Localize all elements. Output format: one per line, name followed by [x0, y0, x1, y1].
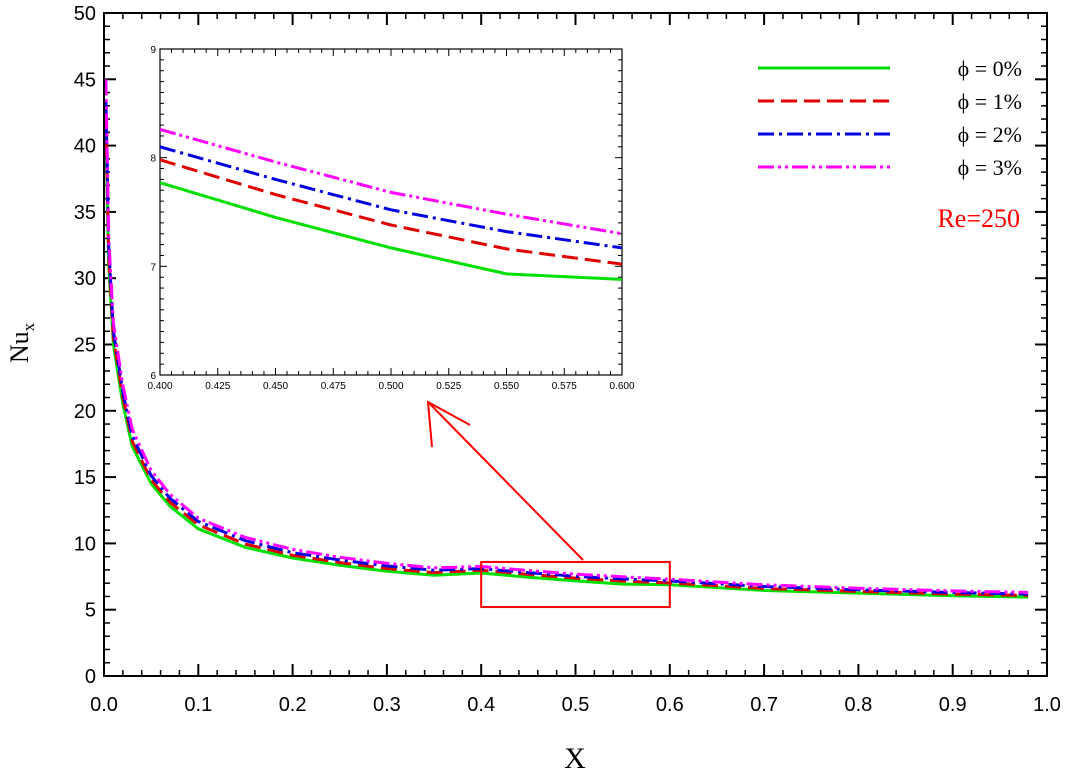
- series-line-3: [104, 79, 1029, 594]
- inset-y-tick-label: 7: [150, 262, 156, 273]
- x-tick-label: 0.7: [750, 694, 778, 716]
- svg-text:Nux: Nux: [5, 322, 38, 363]
- x-tick-label: 0.0: [90, 694, 118, 716]
- reynolds-annotation: Re=250: [937, 204, 1020, 233]
- inset-series-line-3: [160, 127, 622, 236]
- y-tick-label: 25: [74, 335, 96, 357]
- inset-series-line-1: [160, 158, 622, 266]
- legend: ϕ = 0% ϕ = 1% ϕ = 2% ϕ = 3%: [758, 56, 1022, 180]
- y-tick-label: 20: [74, 401, 96, 423]
- inset-y-tick-label: 9: [150, 45, 156, 56]
- inset-x-tick-label: 0.400: [147, 381, 172, 392]
- y-axis-title-main: Nu: [5, 331, 34, 363]
- zoom-arrow-shaft: [427, 401, 584, 561]
- y-axis-title: Nux: [5, 322, 38, 363]
- x-tick-label: 0.6: [656, 694, 684, 716]
- inset-series-line-0: [160, 181, 622, 281]
- y-tick-label: 35: [74, 202, 96, 224]
- inset-y-tick-label: 8: [150, 154, 156, 165]
- x-tick-label: 0.8: [844, 694, 872, 716]
- x-tick-label: 0.9: [939, 694, 967, 716]
- inset-x-tick-label: 0.450: [263, 381, 288, 392]
- main-series-group: [104, 79, 1029, 599]
- zoom-box: [480, 560, 671, 609]
- y-tick-label: 15: [74, 467, 96, 489]
- inset-series-line-2: [160, 145, 622, 250]
- x-tick-label: 1.0: [1033, 694, 1061, 716]
- legend-label-1: ϕ = 1%: [958, 89, 1022, 114]
- x-tick-label: 0.2: [279, 694, 307, 716]
- series-line-2: [104, 99, 1029, 596]
- inset-x-tick-label: 0.575: [552, 381, 577, 392]
- legend-label-0: ϕ = 0%: [958, 56, 1022, 81]
- y-axis-title-sub: x: [19, 322, 38, 331]
- inset-x-tick-label: 0.425: [205, 381, 230, 392]
- y-tick-label: 30: [74, 268, 96, 290]
- legend-label-2: ϕ = 2%: [958, 122, 1022, 147]
- legend-label-3: ϕ = 3%: [958, 155, 1022, 180]
- inset-series-group: [160, 127, 622, 281]
- inset-x-tick-label: 0.525: [436, 381, 461, 392]
- x-tick-label: 0.5: [562, 694, 590, 716]
- inset-x-tick-label: 0.475: [321, 381, 346, 392]
- x-tick-label: 0.4: [467, 694, 495, 716]
- x-axis-title: X: [564, 742, 586, 770]
- inset-x-tick-label: 0.550: [494, 381, 519, 392]
- inset-x-tick-label: 0.500: [378, 381, 403, 392]
- y-tick-label: 0: [85, 666, 96, 688]
- inset-x-tick-label: 0.600: [609, 381, 634, 392]
- inset-frame: [159, 48, 623, 376]
- main-tick-labels: 0.0 0.1 0.2 0.3 0.4 0.5 0.6 0.7 0.8 0.9 1.0 0 5 10 15 2…: [74, 3, 1061, 716]
- inset-y-tick-label: 6: [150, 371, 156, 382]
- y-tick-label: 50: [74, 3, 96, 25]
- plot-frame: [103, 12, 1048, 677]
- zoom-arrow-head: [426, 400, 471, 448]
- inset-plot: 0.400 0.425 0.450 0.475 0.500 0.525 0.550 0.575…: [147, 45, 634, 392]
- y-tick-label: 45: [74, 69, 96, 91]
- y-tick-label: 5: [85, 600, 96, 622]
- x-tick-label: 0.3: [373, 694, 401, 716]
- y-tick-label: 40: [74, 136, 96, 158]
- x-tick-label: 0.1: [184, 694, 212, 716]
- zoom-group: [426, 400, 671, 609]
- y-tick-label: 10: [74, 533, 96, 555]
